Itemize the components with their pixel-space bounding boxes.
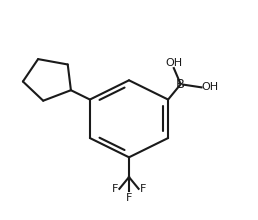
Text: F: F [126,192,132,202]
Text: F: F [140,184,146,194]
Text: OH: OH [165,58,182,68]
Text: F: F [112,184,118,194]
Text: B: B [176,78,185,91]
Text: OH: OH [201,82,219,92]
